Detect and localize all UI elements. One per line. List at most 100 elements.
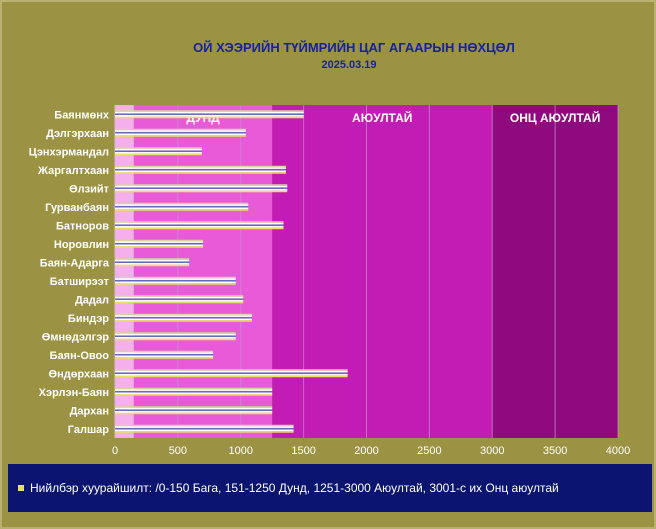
bar-6 — [115, 221, 284, 230]
bar-stripe — [115, 167, 287, 169]
bar-8 — [115, 258, 190, 267]
bar-10 — [115, 295, 244, 304]
bar-stripe — [115, 207, 249, 210]
zone-label-2: АЮУЛТАЙ — [352, 110, 412, 125]
x-tick-0: 0 — [112, 445, 118, 457]
category-label-8: Баян-Адарга — [40, 257, 110, 269]
bar-stripe — [115, 185, 288, 188]
x-tick-4: 2000 — [354, 445, 378, 457]
bar-stripe — [115, 300, 244, 302]
bar-5 — [115, 202, 249, 211]
bar-9 — [115, 276, 236, 285]
bar-stripe — [115, 387, 273, 390]
bar-stripe — [115, 150, 202, 153]
legend-swatch — [18, 485, 24, 491]
category-label-13: Баян-Овоо — [50, 350, 110, 362]
category-label-0: Баянмөнх — [54, 109, 110, 121]
bar-stripe — [115, 152, 202, 154]
bar-stripe — [115, 147, 202, 149]
bar-stripe — [115, 153, 202, 156]
category-label-5: Гурванбаян — [45, 202, 109, 214]
bar-stripe — [115, 357, 214, 359]
x-tick-7: 3500 — [543, 445, 567, 457]
bar-12 — [115, 332, 236, 341]
bar-stripe — [115, 370, 348, 373]
bar-stripe — [115, 130, 246, 132]
bar-stripe — [115, 313, 253, 316]
bar-stripe — [115, 184, 288, 186]
bar-stripe — [115, 427, 294, 430]
legend-text: Нийлбэр хуурайшилт: /0-150 Бага, 151-125… — [30, 481, 559, 495]
bar-stripe — [115, 258, 190, 260]
bar-stripe — [115, 227, 284, 230]
bar-13 — [115, 350, 214, 359]
bar-stripe — [115, 301, 244, 304]
zone-band-2 — [272, 105, 493, 438]
bar-stripe — [115, 279, 236, 282]
category-label-14: Өндөрхаан — [49, 368, 109, 380]
bar-stripe — [115, 337, 236, 339]
bar-stripe — [115, 246, 204, 248]
bar-stripe — [115, 412, 273, 415]
bar-stripe — [115, 390, 273, 393]
bar-stripe — [115, 392, 273, 395]
bar-stripe — [115, 320, 253, 322]
bar-stripe — [115, 226, 284, 228]
bar-stripe — [115, 133, 246, 136]
bar-7 — [115, 239, 204, 248]
category-label-11: Биндэр — [68, 313, 109, 325]
x-tick-2: 1000 — [229, 445, 253, 457]
bar-stripe — [115, 394, 273, 396]
bar-stripe — [115, 168, 287, 171]
bar-stripe — [115, 113, 304, 116]
bar-stripe — [115, 278, 236, 280]
zone-band-1 — [133, 105, 273, 438]
bar-stripe — [115, 429, 294, 432]
bar-stripe — [115, 296, 244, 299]
bar-stripe — [115, 221, 284, 223]
bar-1 — [115, 128, 246, 137]
bar-stripe — [115, 316, 253, 319]
bar-stripe — [115, 411, 273, 413]
category-label-7: Норовлин — [54, 239, 109, 251]
category-label-3: Жаргалтхаан — [37, 165, 109, 177]
bar-stripe — [115, 276, 236, 279]
bar-stripe — [115, 135, 246, 137]
category-label-9: Батширээт — [50, 276, 110, 288]
x-tick-3: 1500 — [291, 445, 315, 457]
bar-stripe — [115, 242, 204, 245]
bar-stripe — [115, 170, 287, 173]
bar-stripe — [115, 369, 348, 371]
bar-stripe — [115, 110, 304, 112]
bar-stripe — [115, 407, 273, 410]
bar-3 — [115, 165, 287, 174]
bar-stripe — [115, 131, 246, 134]
category-label-2: Цэнхэрмандал — [29, 146, 109, 158]
bar-stripe — [115, 148, 202, 151]
category-label-17: Галшар — [68, 424, 109, 436]
bar-stripe — [115, 406, 273, 408]
bar-stripe — [115, 189, 288, 191]
bar-stripe — [115, 372, 348, 375]
bar-stripe — [115, 115, 304, 117]
bar-2 — [115, 147, 202, 156]
bar-stripe — [115, 205, 249, 208]
category-label-1: Дэлгэрхаан — [46, 128, 109, 140]
bar-stripe — [115, 111, 304, 114]
zone-label-3: ОНЦ АЮУЛТАЙ — [510, 110, 600, 125]
x-tick-8: 4000 — [606, 445, 630, 457]
legend: Нийлбэр хуурайшилт: /0-150 Бага, 151-125… — [8, 464, 652, 512]
bar-4 — [115, 184, 288, 193]
bar-stripe — [115, 355, 214, 358]
bar-stripe — [115, 259, 190, 262]
bar-stripe — [115, 261, 190, 264]
bar-stripe — [115, 332, 236, 334]
bar-stripe — [115, 264, 190, 267]
category-label-12: Өмнөдэлгэр — [42, 331, 109, 343]
bar-stripe — [115, 209, 249, 211]
bar-17 — [115, 424, 294, 433]
category-label-10: Дадал — [75, 294, 109, 306]
bar-stripe — [115, 409, 273, 412]
x-tick-1: 500 — [169, 445, 187, 457]
